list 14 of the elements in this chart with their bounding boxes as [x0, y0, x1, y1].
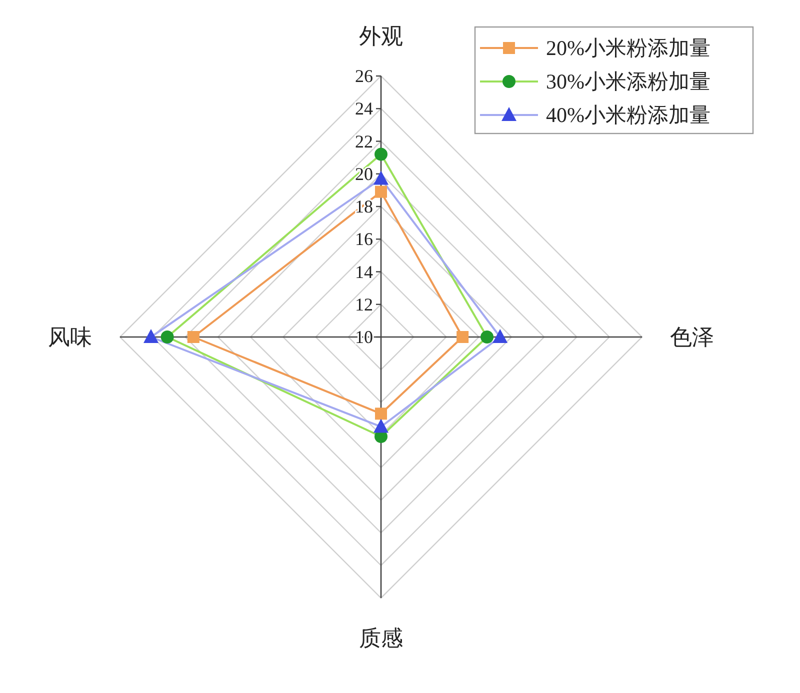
y-tick-label: 16: [355, 229, 373, 250]
y-tick-label: 26: [355, 66, 373, 86]
category-label: 质感: [359, 626, 403, 650]
y-tick-label: 22: [355, 131, 373, 152]
legend-label: 40%小米粉添加量: [546, 103, 710, 127]
y-tick-label: 14: [355, 262, 373, 282]
category-label: 色泽: [670, 324, 714, 350]
category-label: 外观: [359, 24, 403, 48]
y-tick-label: 12: [355, 294, 373, 314]
category-label: 风味: [48, 324, 92, 350]
legend-label: 30%小米添粉加量: [546, 70, 710, 94]
y-tick-label: 24: [355, 98, 373, 119]
legend-label: 20%小米粉添加量: [546, 36, 710, 60]
y-tick-label: 20: [355, 164, 373, 184]
